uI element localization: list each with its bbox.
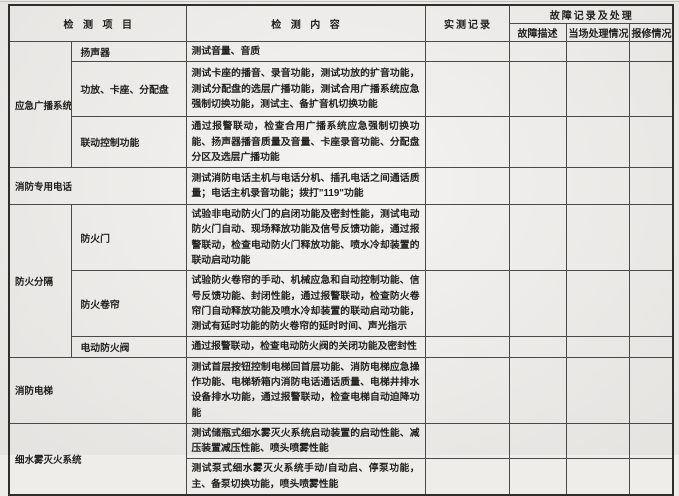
- header-onsite: 当场处理情况: [565, 23, 630, 42]
- header-record: 实测记录: [424, 4, 510, 42]
- header-fault-group-label: 故障记录及处理: [549, 11, 634, 22]
- item-label-cell: 扬声器: [70, 40, 187, 63]
- category-cell-fire-phone: 消防专用电话: [8, 167, 187, 206]
- header-content: 检测内容: [185, 4, 426, 42]
- repair-cell: [628, 116, 674, 169]
- category-cell-water-mist: 细水雾灭火系统: [8, 422, 187, 496]
- header-project-label: 检测项目: [63, 20, 142, 31]
- content-cell: 测试泵式细水雾灭火系统手动/自动启、停泵功能，主、备泵切换功能，喷头喷雾性能: [185, 458, 426, 496]
- category-cell-broadcast: 应急广播系统: [8, 40, 72, 169]
- record-cell: [424, 61, 510, 118]
- content-cell: 测试音量、音质: [185, 40, 426, 63]
- fault-desc-cell: [508, 61, 567, 118]
- header-repair: 报修情况: [628, 23, 674, 42]
- fault-desc-cell: [508, 40, 567, 63]
- fault-desc-cell: [508, 167, 567, 206]
- record-cell: [424, 458, 510, 496]
- content-cell: 测试消防电话主机与电话分机、插孔电话之间通话质量；电话主机录音功能；拨打"119…: [185, 167, 426, 206]
- table-row: 联动控制功能 通过报警联动，检查合用广播系统应急强制切换功能、扬声器播音质量及音…: [9, 116, 674, 169]
- onsite-cell: [565, 204, 630, 272]
- onsite-cell: [565, 40, 630, 63]
- onsite-cell: [565, 61, 630, 118]
- scan-artifact-line: [0, 1, 679, 2]
- repair-cell: [628, 458, 674, 496]
- onsite-cell: [565, 458, 630, 496]
- content-cell: 通过报警联动，检查电动防火阀的关闭功能及密封性: [185, 336, 426, 358]
- record-cell: [424, 270, 510, 338]
- table-row: 消防专用电话 测试消防电话主机与电话分机、插孔电话之间通话质量；电话主机录音功能…: [8, 167, 674, 206]
- item-label-cell: 电动防火阀: [70, 336, 187, 358]
- category-cell-fire-separation: 防火分隔: [8, 204, 72, 358]
- fault-desc-cell: [508, 116, 567, 169]
- content-cell: 试验防火卷帘的手动、机械应急和自动控制功能、信号反馈功能、封闭性能，通过报警联动…: [185, 270, 426, 338]
- onsite-cell: [565, 336, 630, 358]
- fault-desc-cell: [508, 422, 567, 460]
- record-cell: [424, 204, 510, 272]
- table-row: 应急广播系统 扬声器 测试音量、音质: [8, 40, 674, 169]
- item-label-cell: 防火门: [70, 204, 187, 272]
- header-project: 检测项目: [8, 4, 187, 42]
- item-label-cell: 功放、卡座、分配盘: [70, 61, 187, 118]
- repair-cell: [628, 40, 674, 63]
- repair-cell: [628, 270, 674, 338]
- repair-cell: [628, 204, 674, 272]
- repair-cell: [628, 336, 674, 358]
- repair-cell: [628, 356, 674, 424]
- content-cell: 试验非电动防火门的启闭功能及密封性能，测试电动防火门自动、现场释放功能及信号反馈…: [185, 204, 426, 272]
- fault-desc-cell: [508, 458, 567, 496]
- record-cell: [424, 356, 510, 424]
- category-cell-fire-elevator: 消防电梯: [8, 356, 187, 424]
- table-row: 功放、卡座、分配盘 测试卡座的播音、录音功能，测试功放的扩音功能，测试分配盘的选…: [9, 61, 674, 118]
- onsite-cell: [565, 270, 630, 338]
- item-label-cell: 防火卷帘: [70, 270, 187, 338]
- onsite-cell: [565, 356, 630, 424]
- repair-cell: [628, 167, 674, 206]
- header-fault-desc: 故障描述: [508, 23, 567, 42]
- header-fault-group: 故障记录及处理: [508, 4, 674, 24]
- table-row: 防火卷帘 试验防火卷帘的手动、机械应急和自动控制功能、信号反馈功能、封闭性能，通…: [9, 270, 674, 338]
- fault-desc-cell: [508, 270, 567, 338]
- repair-cell: [628, 61, 674, 118]
- record-cell: [424, 336, 510, 358]
- repair-cell: [628, 422, 674, 460]
- fault-desc-cell: [508, 204, 567, 272]
- header-content-label: 检测内容: [271, 20, 350, 31]
- content-cell: 测试储瓶式细水雾灭火系统启动装置的启动性能、减压装置减压性能、喷头喷雾性能: [185, 422, 426, 460]
- record-cell: [424, 422, 510, 460]
- header-record-label: 实测记录: [444, 20, 492, 31]
- record-cell: [424, 167, 510, 206]
- record-cell: [424, 40, 510, 63]
- table-row: 消防电梯 测试首层按钮控制电梯回首层功能、消防电梯应急操作功能、电梯轿箱内消防电…: [8, 356, 674, 424]
- table-row: 细水雾灭火系统 测试储瓶式细水雾灭火系统启动装置的启动性能、减压装置减压性能、喷…: [8, 422, 674, 496]
- onsite-cell: [565, 116, 630, 169]
- onsite-cell: [565, 422, 630, 460]
- table-row: 电动防火阀 通过报警联动，检查电动防火阀的关闭功能及密封性: [9, 336, 674, 358]
- onsite-cell: [565, 167, 630, 206]
- fire-inspection-table: 检测项目 检测内容 实测记录 故障记录及处理 故障描述 当场处理情况 报修情况 …: [8, 4, 675, 496]
- item-label-cell: 联动控制功能: [70, 116, 187, 169]
- table-row: 防火分隔 防火门 试验非电动防火门的启闭功能及密封性能，测试电动防火门自动、现场…: [8, 204, 674, 358]
- content-cell: 通过报警联动，检查合用广播系统应急强制切换功能、扬声器播音质量及音量、卡座录音功…: [185, 116, 426, 169]
- fault-desc-cell: [508, 336, 567, 358]
- record-cell: [424, 116, 510, 169]
- content-cell: 测试首层按钮控制电梯回首层功能、消防电梯应急操作功能、电梯轿箱内消防电话通话质量…: [185, 356, 426, 424]
- fault-desc-cell: [508, 356, 567, 424]
- content-cell: 测试卡座的播音、录音功能，测试功放的扩音功能，测试分配盘的选层广播功能，测试合用…: [185, 61, 426, 118]
